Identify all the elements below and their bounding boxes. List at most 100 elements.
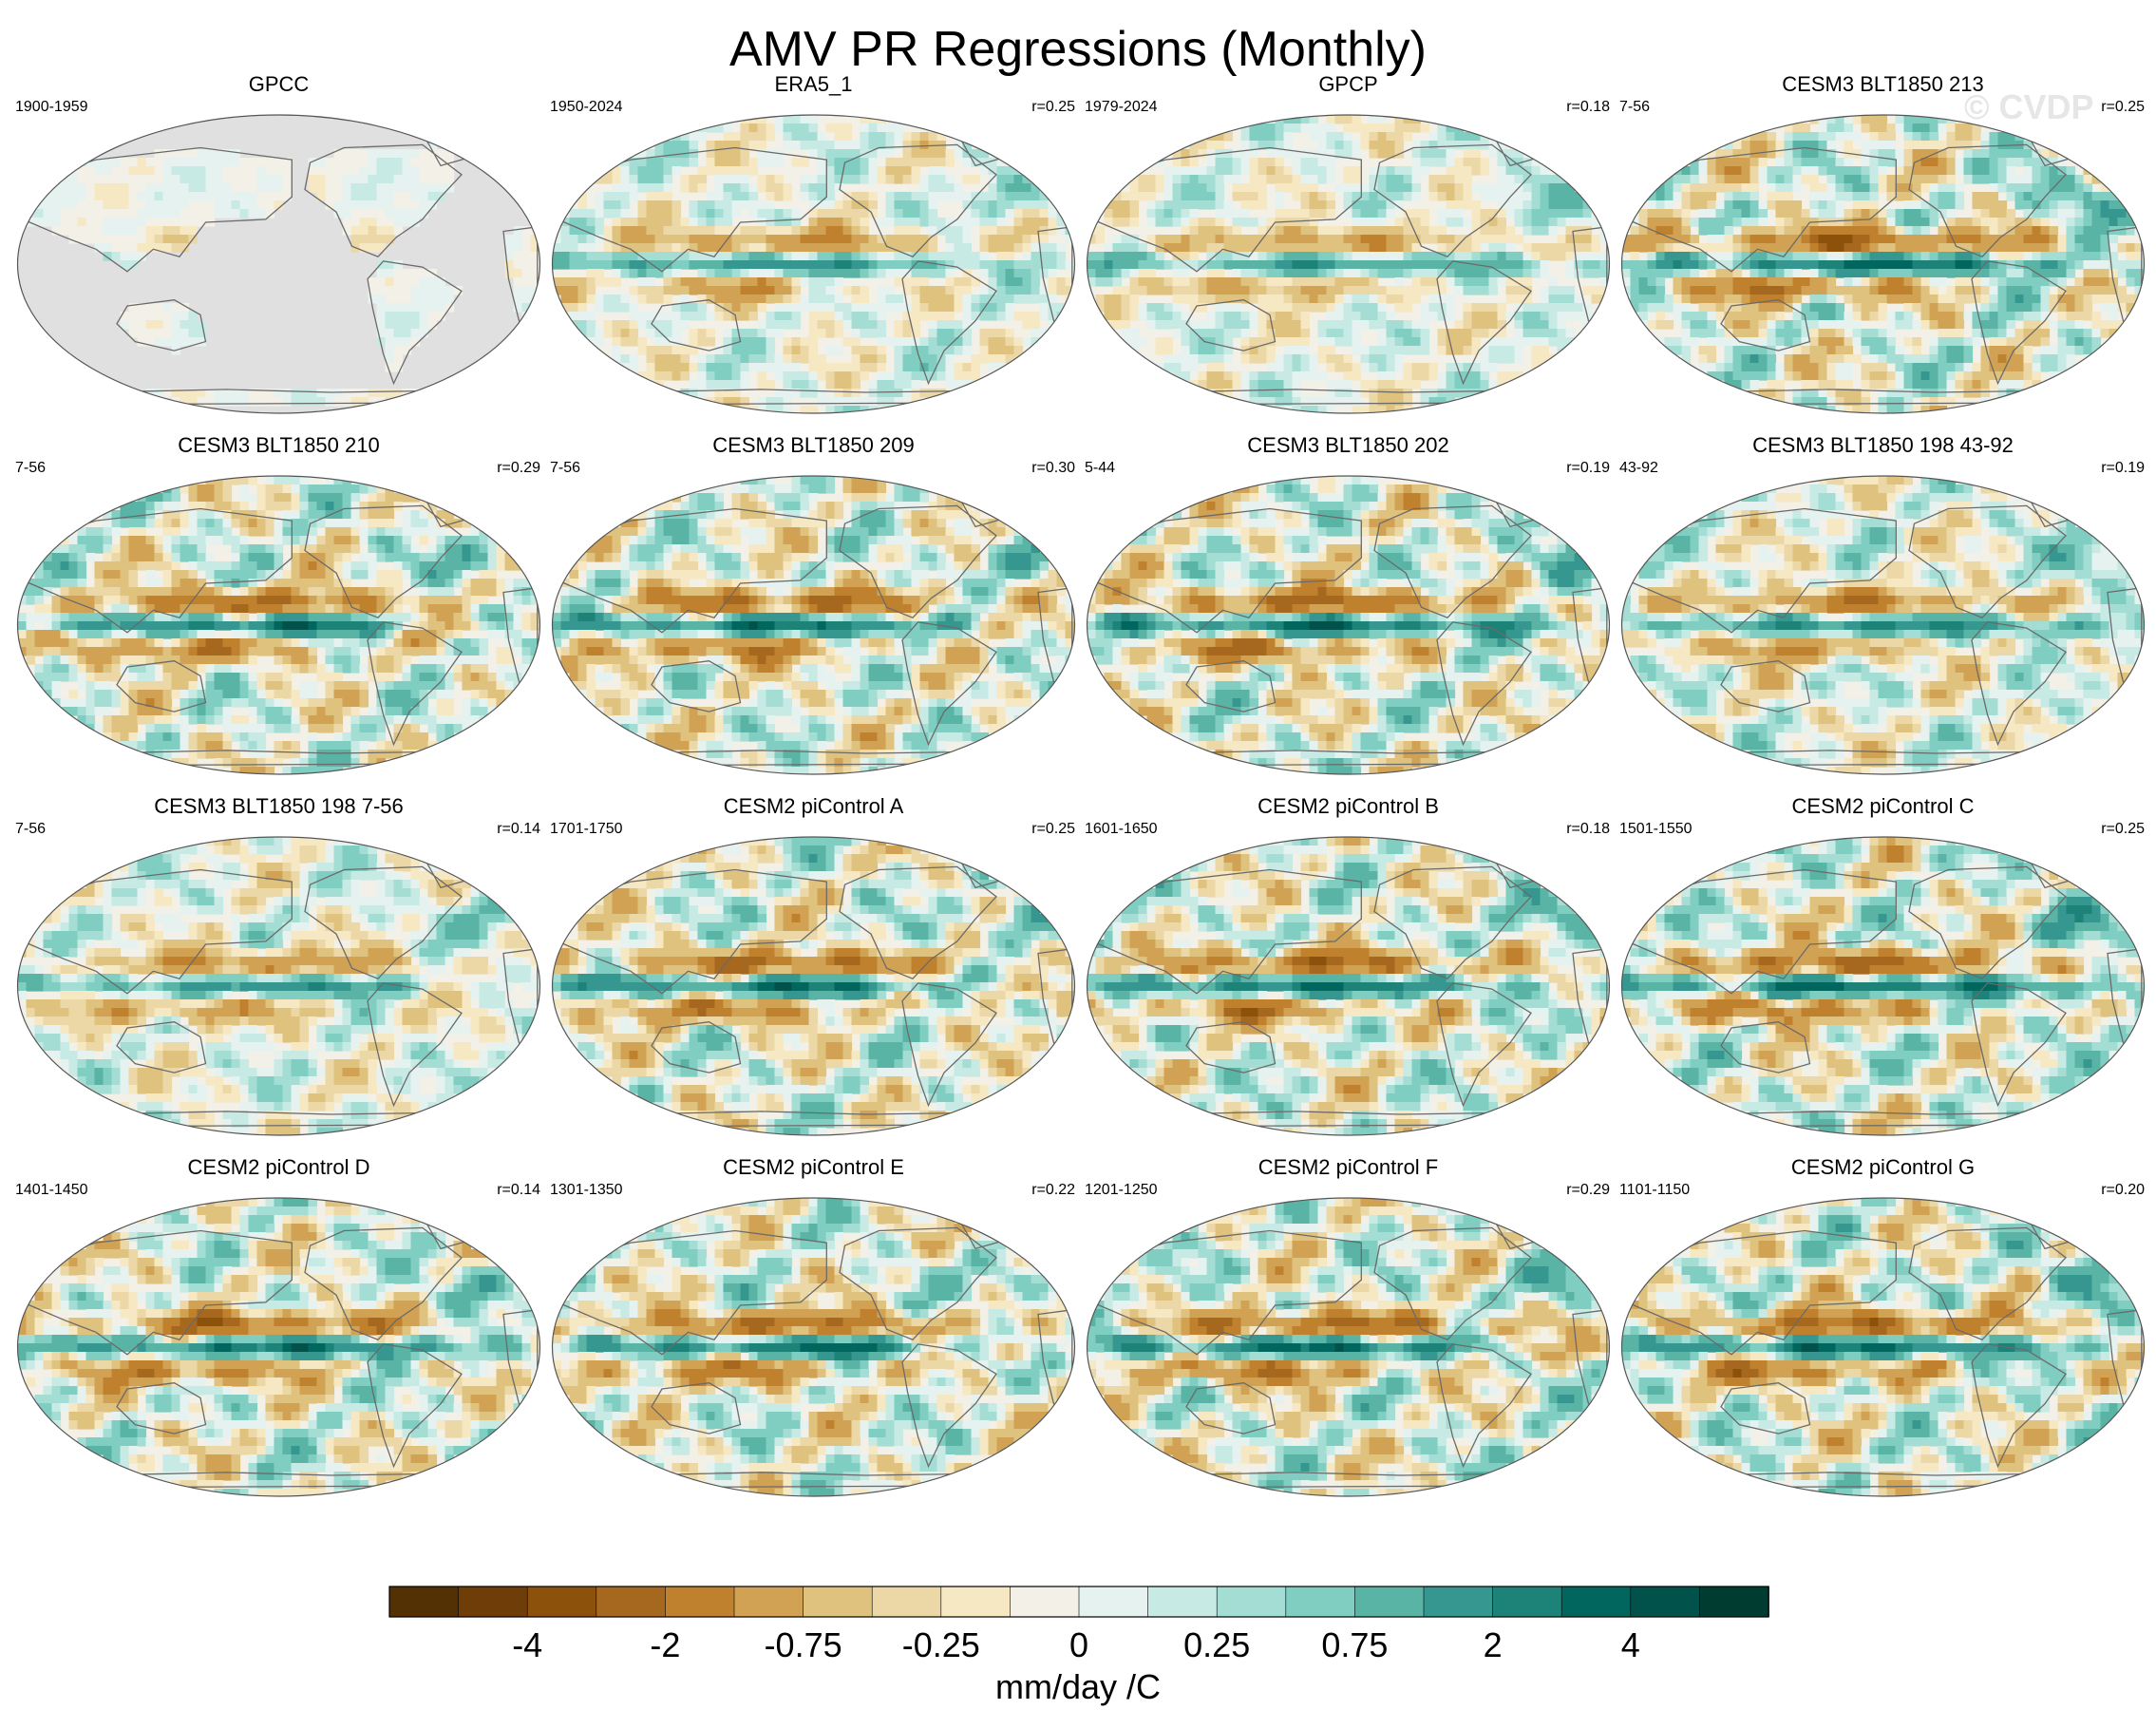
map-cell bbox=[2091, 226, 2102, 236]
map-cell bbox=[1013, 312, 1024, 321]
map-cell bbox=[1522, 183, 1533, 193]
map-cell bbox=[714, 269, 725, 278]
map-cell bbox=[1172, 158, 1182, 167]
map-cell bbox=[214, 175, 224, 184]
map-cell bbox=[1275, 183, 1285, 193]
map-cell bbox=[1386, 397, 1396, 407]
map-cell bbox=[851, 294, 861, 304]
map-cell bbox=[256, 209, 267, 218]
map-cell bbox=[1172, 183, 1182, 193]
map-cell bbox=[2049, 175, 2059, 184]
map-cell bbox=[1749, 329, 1760, 338]
map-cell bbox=[94, 243, 104, 253]
map-cell bbox=[1258, 380, 1268, 390]
map-cell bbox=[2083, 312, 2093, 321]
map-cell bbox=[1300, 235, 1311, 244]
map-cell bbox=[851, 371, 861, 381]
map-cell bbox=[368, 226, 378, 236]
map-cell bbox=[1732, 363, 1743, 372]
map-cell bbox=[1013, 294, 1024, 304]
map-cell bbox=[1206, 235, 1217, 244]
map-cell bbox=[1531, 243, 1541, 253]
map-cell bbox=[1411, 294, 1422, 304]
map-cell bbox=[1369, 286, 1379, 295]
map-cell bbox=[282, 158, 293, 167]
map-cell bbox=[1878, 141, 1888, 150]
map-cell bbox=[654, 175, 665, 184]
map-cell bbox=[834, 149, 844, 159]
map-cell bbox=[1275, 192, 1285, 201]
map-cell bbox=[51, 218, 62, 227]
map-cell bbox=[825, 218, 836, 227]
map-cell bbox=[1300, 209, 1311, 218]
map-cell bbox=[1283, 183, 1294, 193]
map-cell bbox=[1300, 243, 1311, 253]
map-cell bbox=[1861, 158, 1871, 167]
map-cell bbox=[162, 200, 173, 210]
map-cell bbox=[954, 329, 964, 338]
map-cell bbox=[1480, 269, 1490, 278]
map-cell bbox=[714, 218, 725, 227]
map-cell bbox=[1189, 218, 1200, 227]
map-cell bbox=[1343, 115, 1353, 124]
map-cell bbox=[1903, 226, 1914, 236]
map-cell bbox=[612, 166, 622, 176]
map-cell bbox=[1112, 218, 1123, 227]
map-cell bbox=[265, 183, 275, 193]
map-cell bbox=[1989, 141, 1999, 150]
map-cell bbox=[1647, 260, 1657, 270]
map-cell bbox=[577, 252, 588, 261]
map-cell bbox=[1463, 277, 1473, 287]
map-cell bbox=[1557, 252, 1567, 261]
map-cell bbox=[60, 200, 70, 210]
map-cell bbox=[1749, 132, 1760, 142]
map-cell bbox=[2032, 320, 2042, 330]
map-cell bbox=[919, 354, 930, 364]
panel-correlation: r=0.18 bbox=[1566, 99, 1610, 116]
map-cell bbox=[1420, 141, 1430, 150]
map-cell bbox=[154, 175, 164, 184]
map-cell bbox=[137, 243, 147, 253]
map-cell bbox=[1980, 294, 1991, 304]
map-cell bbox=[1411, 243, 1422, 253]
map-cell bbox=[60, 226, 70, 236]
map-cell bbox=[996, 260, 1007, 270]
map-cell bbox=[1920, 312, 1931, 321]
map-cell bbox=[774, 312, 785, 321]
map-cell bbox=[85, 192, 96, 201]
map-cell bbox=[368, 397, 378, 407]
map-cell bbox=[162, 226, 173, 236]
map-cell bbox=[1446, 303, 1456, 313]
map-cell bbox=[1505, 277, 1516, 287]
map-cell bbox=[1232, 175, 1242, 184]
map-cell bbox=[1360, 192, 1371, 201]
map-cell bbox=[1343, 286, 1353, 295]
map-cell bbox=[1386, 166, 1396, 176]
map-cell bbox=[945, 329, 955, 338]
map-cell bbox=[919, 183, 930, 193]
map-cell bbox=[911, 303, 921, 313]
map-cell bbox=[1707, 235, 1717, 244]
map-cell bbox=[2014, 354, 2025, 364]
map-cell bbox=[1955, 329, 1965, 338]
map-cell bbox=[663, 149, 673, 159]
map-cell bbox=[1317, 320, 1328, 330]
map-cell bbox=[2049, 294, 2059, 304]
coastline bbox=[116, 299, 207, 352]
map-cell bbox=[646, 235, 656, 244]
map-cell bbox=[2083, 303, 2093, 313]
map-cell bbox=[188, 166, 199, 176]
map-cell bbox=[2032, 209, 2042, 218]
map-cell bbox=[2014, 183, 2025, 193]
map-cell bbox=[1258, 320, 1268, 330]
map-cell bbox=[2032, 243, 2042, 253]
map-cell bbox=[2023, 329, 2033, 338]
map-cell bbox=[689, 243, 699, 253]
map-cell bbox=[1309, 371, 1319, 381]
map-cell bbox=[808, 406, 819, 413]
map-cell bbox=[1809, 243, 1820, 253]
map-cell bbox=[603, 200, 614, 210]
map-cell bbox=[860, 175, 870, 184]
map-cell bbox=[1275, 175, 1285, 184]
map-cell bbox=[817, 277, 827, 287]
